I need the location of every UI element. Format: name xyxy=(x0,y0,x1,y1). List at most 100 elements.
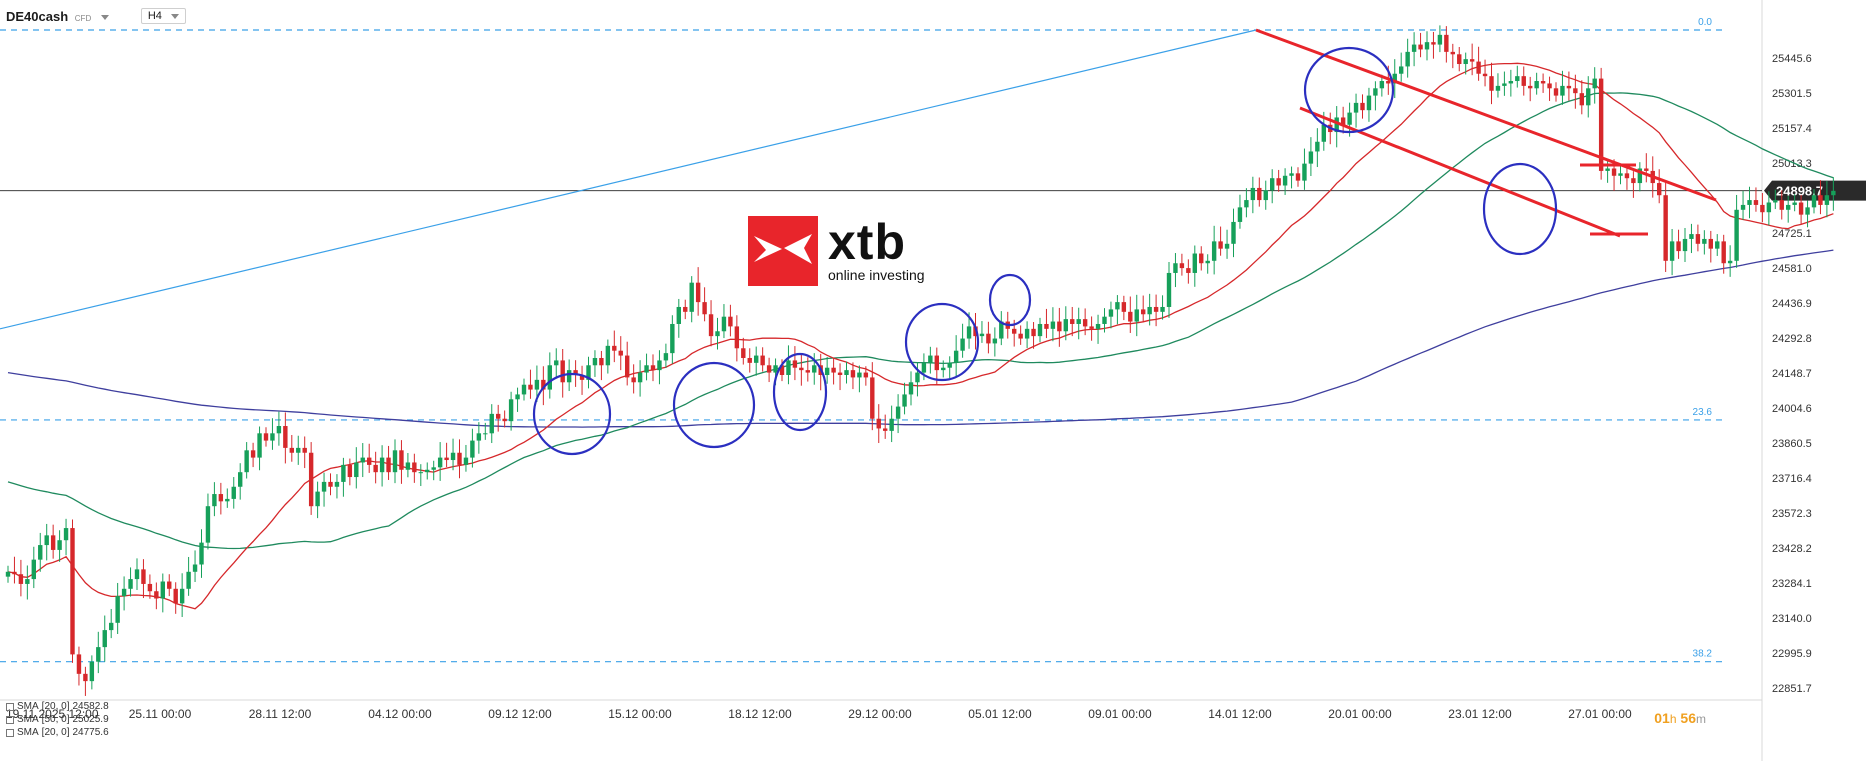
candle-body xyxy=(979,333,985,337)
candle-body xyxy=(315,491,320,507)
y-tick-label: 22851.7 xyxy=(1772,683,1812,695)
y-tick-label: 24436.9 xyxy=(1772,298,1812,310)
candle-body xyxy=(792,360,798,368)
candle-body xyxy=(1450,51,1455,55)
x-tick-label: 04.12 00:00 xyxy=(368,707,432,721)
fib-level-label: 23.6 xyxy=(1693,407,1713,418)
candle-body xyxy=(1786,204,1791,210)
candle-body xyxy=(528,384,533,390)
candle-countdown: 01h 56m xyxy=(1654,710,1706,726)
candle-body xyxy=(1644,168,1649,171)
candle-body xyxy=(44,535,49,546)
annotation-ellipse[interactable] xyxy=(1303,46,1395,134)
candle-body xyxy=(1508,81,1514,84)
candle-body xyxy=(308,452,314,507)
timer-minutes: 56 xyxy=(1680,710,1696,726)
candle-body xyxy=(50,535,56,550)
chevron-down-icon[interactable] xyxy=(100,14,109,20)
candle-body xyxy=(173,588,178,604)
instrument-type: CFD xyxy=(74,13,92,23)
candle-body xyxy=(367,457,372,465)
candle-body xyxy=(1457,54,1462,65)
candle-body xyxy=(1444,34,1449,52)
annotation-ellipse[interactable] xyxy=(532,372,612,456)
candle-body xyxy=(1721,241,1726,264)
candle-body xyxy=(1037,323,1043,337)
y-tick-label: 25301.5 xyxy=(1772,88,1812,100)
candle-body xyxy=(257,433,262,458)
candle-body xyxy=(1031,328,1036,337)
candle-body xyxy=(1231,221,1236,244)
candle-body xyxy=(515,394,520,400)
timeframe-selector[interactable]: H4 xyxy=(140,8,186,24)
candle-body xyxy=(418,472,423,474)
candle-body xyxy=(999,321,1004,339)
annotation-ellipse[interactable] xyxy=(772,352,828,432)
candle-body xyxy=(1669,241,1675,261)
timer-hours-unit: h xyxy=(1669,712,1677,726)
candle-body xyxy=(476,433,482,441)
candle-body xyxy=(683,306,688,312)
candle-body xyxy=(102,630,107,648)
candle-body xyxy=(1540,81,1546,84)
candle-body xyxy=(450,452,456,461)
candle-body xyxy=(1386,81,1391,84)
candle-body xyxy=(1224,243,1230,249)
annotation-ellipse[interactable] xyxy=(904,302,980,382)
candle-body xyxy=(1282,175,1288,186)
candle-body xyxy=(747,357,752,363)
candle-body xyxy=(586,365,591,380)
candle-body xyxy=(695,282,701,303)
candle-body xyxy=(457,452,462,465)
candle-body xyxy=(96,647,101,662)
candle-body xyxy=(1199,253,1204,264)
candle-body xyxy=(1528,85,1533,89)
annotation-ellipse[interactable] xyxy=(988,273,1032,327)
x-tick-label: 23.01 12:00 xyxy=(1448,707,1512,721)
candle-body xyxy=(521,384,527,395)
candle-body xyxy=(824,367,830,375)
candle-body xyxy=(141,569,146,584)
candle-body xyxy=(5,571,11,577)
candle-body xyxy=(676,306,681,324)
candle-body xyxy=(1373,88,1378,96)
candle-body xyxy=(741,348,746,358)
legend-params: [50, 0] xyxy=(41,714,70,725)
legend-item[interactable]: SMA [50, 0] 25025.9 xyxy=(6,713,109,726)
y-tick-label: 24581.0 xyxy=(1772,263,1812,275)
candle-body xyxy=(76,654,82,674)
y-tick-label: 23572.3 xyxy=(1772,508,1812,520)
candle-body xyxy=(573,370,578,375)
candle-body xyxy=(425,469,430,473)
candle-body xyxy=(644,365,649,373)
candle-body xyxy=(360,457,365,463)
candle-body xyxy=(625,355,630,378)
candle-body xyxy=(1502,83,1507,86)
annotation-ellipse[interactable] xyxy=(672,361,756,449)
legend-value: 25025.9 xyxy=(72,714,109,725)
annotation-ellipse[interactable] xyxy=(1482,162,1558,256)
legend-item[interactable]: SMA [20, 0] 24775.6 xyxy=(6,726,109,739)
x-tick-label: 09.12 12:00 xyxy=(488,707,552,721)
candle-body xyxy=(1779,200,1784,210)
candle-body xyxy=(1805,207,1810,215)
current-price-label: 24898.7 xyxy=(1776,184,1823,199)
candle-body xyxy=(1024,328,1030,339)
candle-body xyxy=(863,372,869,378)
candle-body xyxy=(250,450,256,458)
candle-body xyxy=(1270,178,1275,191)
symbol-selector[interactable]: DE40cash CFD xyxy=(6,9,109,24)
candle-body xyxy=(1108,309,1114,317)
legend-params: [20, 0] xyxy=(41,701,70,712)
indicator-icon xyxy=(6,715,14,724)
legend-item[interactable]: SMA [20, 0] 24582.8 xyxy=(6,700,109,713)
candle-body xyxy=(799,367,804,371)
candle-body xyxy=(1637,168,1643,184)
candle-body xyxy=(612,345,617,351)
candle-body xyxy=(1173,263,1178,273)
candle-body xyxy=(38,545,43,560)
candle-body xyxy=(1811,195,1817,208)
candle-body xyxy=(1547,83,1552,89)
